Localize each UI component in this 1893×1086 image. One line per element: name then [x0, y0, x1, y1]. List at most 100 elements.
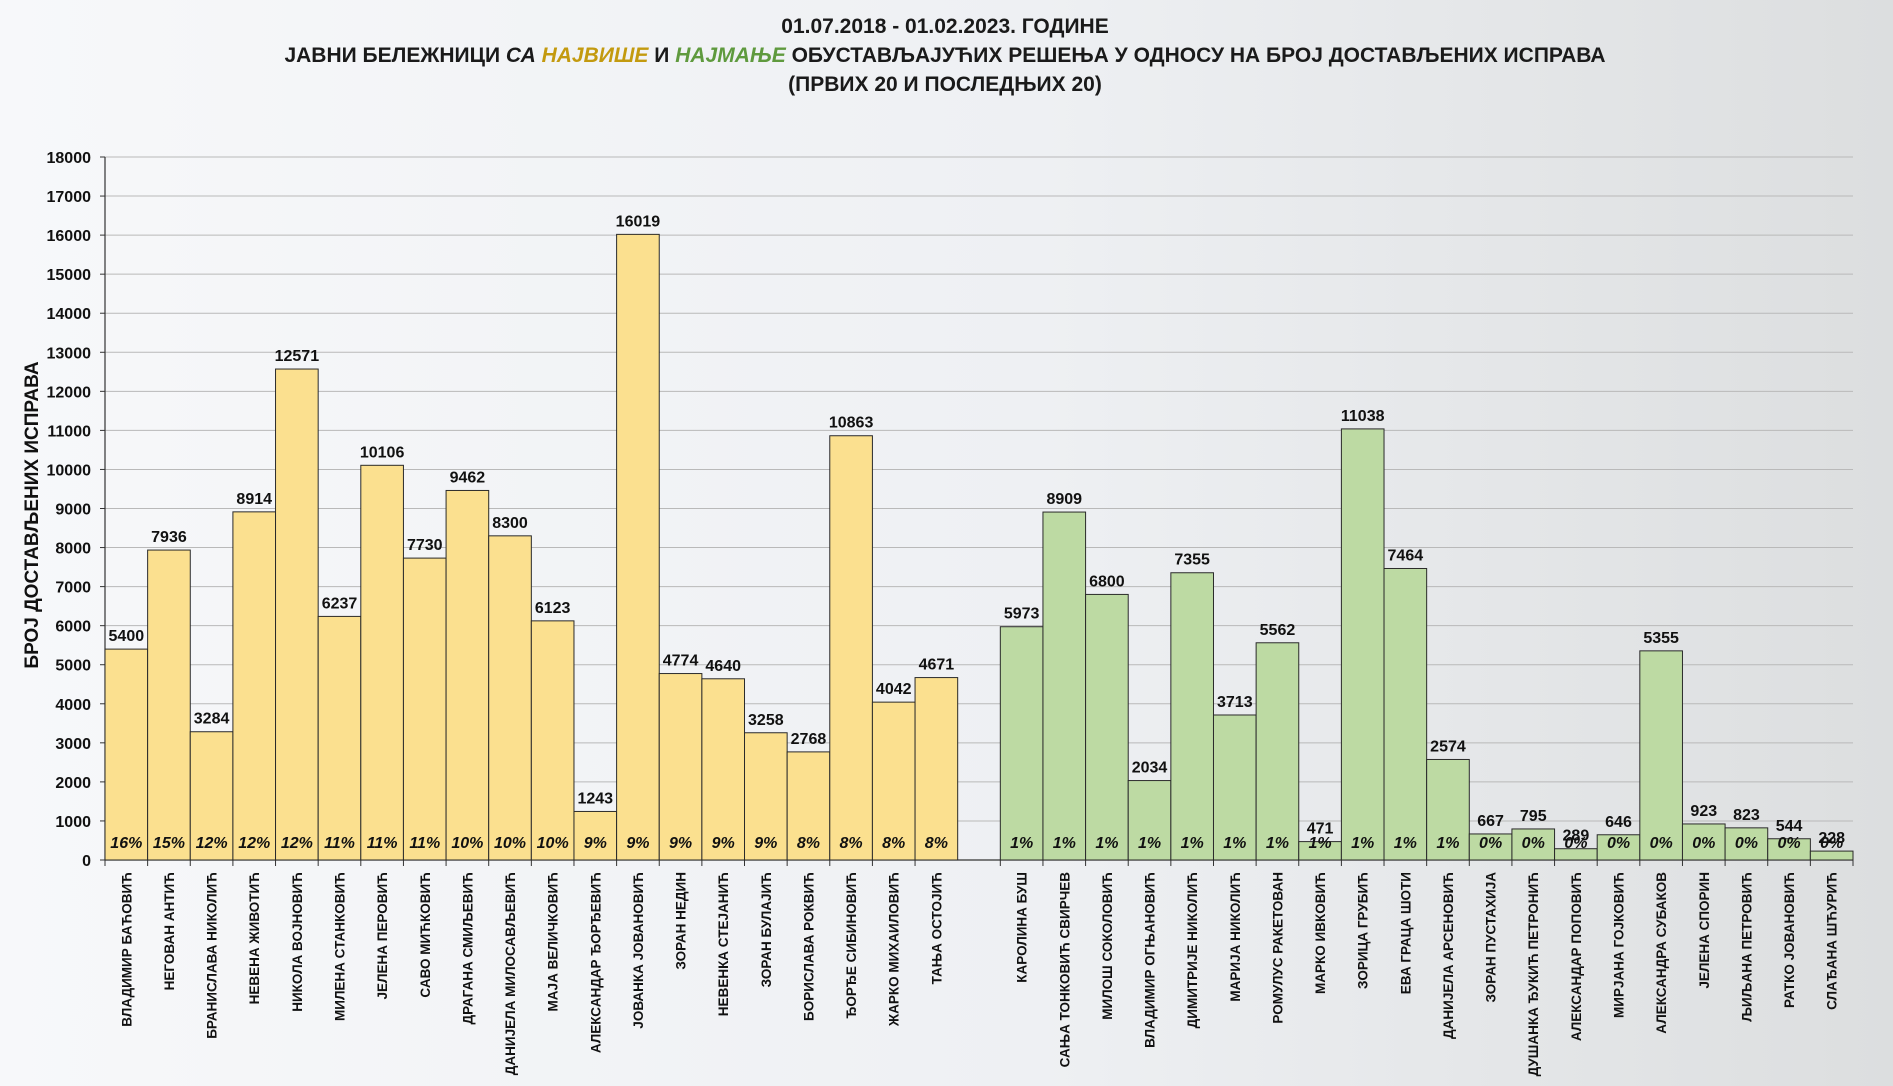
percent-label: 1% [1351, 835, 1374, 852]
bar-top20-2 [147, 549, 191, 861]
category-label: ДАНИЈЕЛА АРСЕНОВИЋ [1441, 872, 1456, 1039]
percent-label: 10% [494, 835, 526, 852]
value-label: 646 [1605, 814, 1632, 831]
category-label: МИЛОШ СОКОЛОВИЋ [1100, 872, 1115, 1020]
value-label: 1243 [577, 790, 613, 807]
percent-label: 1% [1266, 835, 1289, 852]
y-tick-label: 6000 [55, 619, 91, 636]
percent-label: 12% [196, 835, 228, 852]
labels-layer: 0 1000 2000 3000 4000 5000 6000 7000 8000 9000 100… [47, 150, 1846, 1076]
y-tick-label: 2000 [55, 775, 91, 792]
category-label: ЉИЉАНА ПЕТРОВИЋ [1739, 872, 1754, 1022]
percent-label: 0% [1607, 835, 1630, 852]
category-label: БРАНИСЛАВА НИКОЛИЋ [205, 872, 220, 1039]
category-label: ЕВА ГРАЦА ШОТИ [1398, 872, 1413, 994]
category-label: РАТКО ЈОВАНОВИЋ [1782, 872, 1797, 1008]
value-label: 8909 [1046, 491, 1082, 508]
percent-label: 0% [1735, 835, 1758, 852]
category-label: АЛЕКСАНДРА СУБАКОВ [1654, 872, 1669, 1034]
category-label: МАЈА ВЕЛИЧКОВИЋ [546, 872, 561, 1011]
value-label: 4640 [705, 658, 741, 675]
y-tick-label: 12000 [47, 384, 92, 401]
value-label: 5400 [109, 628, 145, 645]
percent-label: 8% [840, 835, 863, 852]
percent-label: 16% [110, 835, 142, 852]
category-label: АЛЕКСАНДАР ПОПОВИЋ [1569, 872, 1584, 1041]
category-label: ВЛАДИМИР БАЋОВИЋ [119, 872, 134, 1027]
category-label: ВЛАДИМИР ОГЊАНОВИЋ [1143, 872, 1158, 1048]
percent-label: 0% [1479, 835, 1502, 852]
bar-top20-11 [530, 620, 575, 861]
value-label: 823 [1733, 807, 1760, 824]
title-and: И [648, 44, 675, 67]
bar-bottom20-15 [1596, 834, 1641, 861]
bar-bottom20-3 [1085, 593, 1129, 861]
y-tick-label: 3000 [55, 736, 91, 753]
category-label: ДУШАНКА ЂУКИЋ ПЕТРОНИЋ [1526, 872, 1541, 1076]
bar-top20-7 [360, 464, 404, 861]
category-label: ЗОРАН БУЛАЈИЋ [759, 872, 774, 987]
value-label: 7464 [1388, 547, 1424, 564]
value-label: 16019 [616, 213, 661, 230]
bar-bottom20-13 [1511, 828, 1556, 861]
category-label: МИЛЕНА СТАНКОВИЋ [332, 872, 347, 1021]
value-label: 923 [1690, 803, 1717, 820]
bar-bottom20-6 [1212, 714, 1257, 861]
percent-label: 11% [409, 835, 440, 852]
value-label: 7936 [151, 529, 187, 546]
percent-label: 9% [584, 835, 607, 852]
percent-label: 10% [537, 835, 569, 852]
y-tick-label: 11000 [47, 423, 91, 440]
percent-label: 1% [1138, 835, 1161, 852]
category-label: НЕВЕНКА СТЕЈАНИЋ [716, 872, 731, 1016]
value-label: 471 [1307, 821, 1334, 838]
y-tick-label: 7000 [55, 580, 91, 597]
percent-label: 12% [238, 835, 270, 852]
percent-label: 1% [1095, 835, 1118, 852]
bar-top20-4 [232, 511, 277, 861]
value-label: 6237 [322, 595, 358, 612]
category-label: НИКОЛА ВОЈНОВИЋ [290, 872, 305, 1012]
value-label: 2574 [1430, 738, 1466, 755]
value-label: 667 [1477, 813, 1504, 830]
category-label: ДИМИТРИЈЕ НИКОЛИЋ [1185, 872, 1200, 1028]
percent-label: 1% [1309, 835, 1332, 852]
bar-top20-3 [189, 731, 234, 861]
category-label: ЗОРАН ПУСТАХИЈА [1484, 872, 1499, 1003]
y-tick-label: 4000 [55, 697, 91, 714]
bar-top20-20 [914, 677, 959, 861]
y-tick-label: 17000 [47, 189, 92, 206]
bars-layer [104, 233, 1854, 861]
y-tick-label: 13000 [47, 345, 92, 362]
category-label: НЕВЕНА ЖИВОТИЋ [247, 872, 262, 1004]
y-tick-label: 15000 [47, 267, 92, 284]
value-label: 289 [1563, 828, 1590, 845]
percent-label: 0% [1820, 835, 1843, 852]
value-label: 12571 [275, 348, 320, 365]
bar-top20-17 [786, 751, 831, 861]
value-label: 11038 [1341, 408, 1385, 425]
y-tick-label: 9000 [55, 502, 91, 519]
category-label: ЗОРИЦА ГРУБИЋ [1356, 872, 1371, 989]
value-label: 4671 [919, 657, 955, 674]
percent-label: 0% [1777, 835, 1800, 852]
y-axis-title: БРОЈ ДОСТАВЉЕНИХ ИСПРАВА [22, 361, 43, 668]
bar-top20-12 [573, 810, 618, 861]
bar-top20-10 [488, 535, 532, 861]
value-label: 8914 [236, 491, 272, 508]
bar-top20-1 [104, 648, 149, 861]
percent-label: 0% [1692, 835, 1715, 852]
value-label: 4774 [663, 653, 699, 670]
percent-label: 9% [626, 835, 649, 852]
bar-bottom20-2 [1042, 511, 1087, 861]
bar-bottom20-7 [1255, 642, 1300, 861]
percent-label: 9% [754, 835, 777, 852]
bar-bottom20-20 [1809, 850, 1854, 861]
y-tick-label: 10000 [47, 462, 92, 479]
percent-label: 9% [669, 835, 692, 852]
bar-bottom20-17 [1681, 823, 1726, 861]
bar-bottom20-19 [1767, 838, 1811, 861]
percent-label: 9% [712, 835, 735, 852]
value-label: 5355 [1643, 630, 1679, 647]
